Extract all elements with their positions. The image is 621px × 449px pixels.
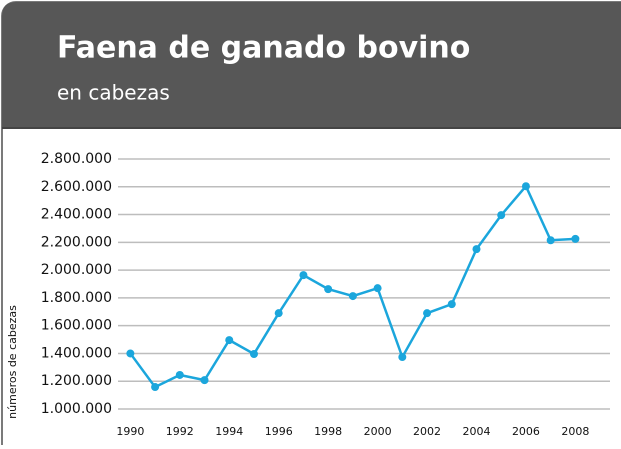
point (472, 245, 481, 254)
x-tick-label: 1996 (265, 425, 293, 438)
point (151, 383, 160, 392)
y-tick-label: 2.800.000 (41, 151, 112, 167)
point (324, 285, 333, 294)
x-tick-label: 2000 (364, 425, 392, 438)
y-tick-label: 2.600.000 (41, 179, 112, 195)
y-tick-label: 1.000.000 (41, 401, 112, 417)
point (571, 234, 580, 243)
point (200, 376, 209, 385)
point (249, 350, 258, 358)
point (497, 211, 506, 220)
x-tick-label: 2004 (462, 425, 490, 438)
chart-title: Faena de ganado bovino (57, 31, 470, 66)
point (274, 309, 283, 318)
x-tick-label: 2002 (413, 425, 441, 438)
y-tick-label: 1.800.000 (41, 290, 112, 306)
point (423, 309, 432, 318)
y-tick-label: 1.400.000 (41, 345, 112, 361)
y-tick-label: 2.200.000 (41, 234, 112, 250)
point (447, 300, 456, 309)
y-tick-label: 1.200.000 (41, 373, 112, 389)
y-tick-label: 2.400.000 (41, 207, 112, 223)
point (521, 182, 530, 191)
x-tick-label: 1990 (116, 425, 144, 438)
x-tick-label: 2006 (512, 425, 540, 438)
header (2, 2, 621, 128)
x-tick-label: 1992 (166, 425, 194, 438)
x-tick-label: 1998 (314, 425, 342, 438)
x-tick-label: 1994 (215, 425, 243, 438)
point (225, 336, 234, 345)
point (546, 236, 555, 245)
point (373, 284, 382, 293)
point (299, 271, 308, 280)
point (175, 370, 184, 379)
point (398, 353, 407, 362)
chart-subtitle: en cabezas (57, 81, 170, 105)
point (348, 292, 357, 301)
point (126, 349, 135, 358)
y-tick-label: 1.600.000 (41, 318, 112, 334)
y-axis-label: números de cabezas (6, 305, 19, 419)
x-tick-label: 2008 (561, 425, 589, 438)
y-tick-label: 2.000.000 (41, 262, 112, 278)
